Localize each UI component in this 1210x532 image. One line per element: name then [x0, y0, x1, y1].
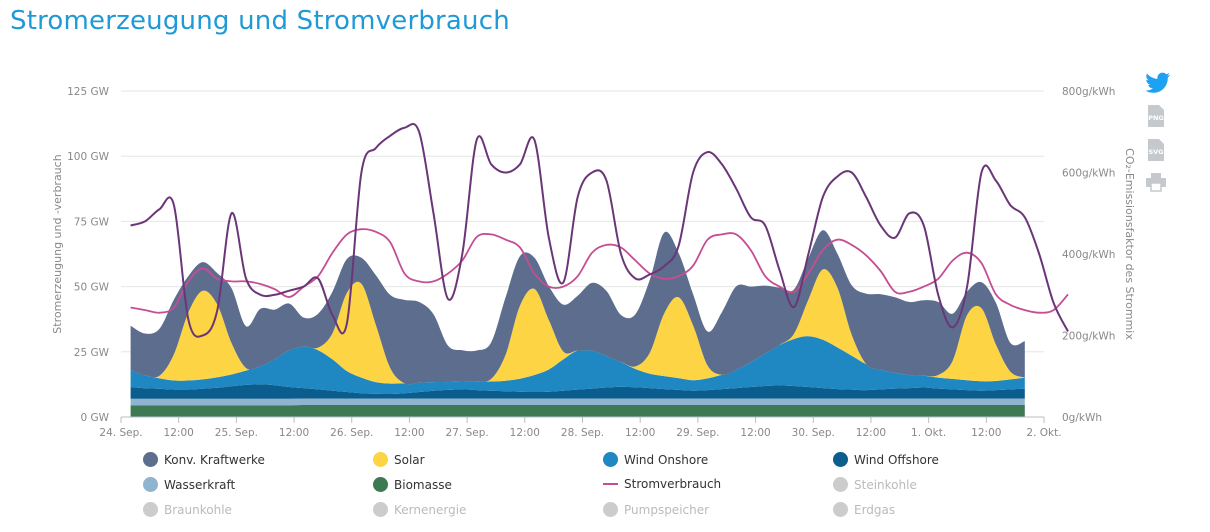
legend-label: Biomasse	[394, 477, 452, 492]
legend-swatch	[143, 477, 158, 492]
x-tick-label: 1. Okt.	[911, 427, 946, 439]
y-tick-label-left: 25 GW	[74, 347, 110, 359]
legend-item[interactable]: Solar	[373, 452, 425, 467]
legend-swatch	[833, 477, 848, 492]
area-wind-offshore	[130, 384, 1025, 399]
x-tick-label: 12:00	[394, 427, 424, 439]
twitter-icon[interactable]	[1145, 72, 1171, 98]
y-axis-title-right: CO₂-Emissionsfaktor des Strommix	[1123, 148, 1136, 340]
legend-swatch	[603, 452, 618, 467]
legend-item[interactable]: Braunkohle	[143, 502, 232, 517]
legend-item[interactable]: Stromverbrauch	[603, 477, 721, 491]
page-title: Stromerzeugung und Stromverbrauch	[10, 6, 510, 36]
legend-item[interactable]: Kernenergie	[373, 502, 466, 517]
legend-label: Solar	[394, 452, 425, 467]
legend-item[interactable]: Steinkohle	[833, 477, 917, 492]
x-tick-label: 2. Okt.	[1026, 427, 1061, 439]
legend-label: Erdgas	[854, 502, 896, 517]
chart-lines	[130, 123, 1069, 338]
legend-item[interactable]: Biomasse	[373, 477, 452, 492]
legend-swatch	[373, 502, 388, 517]
legend-label: Kernenergie	[394, 502, 467, 517]
line-co-emissionsfaktor	[130, 123, 1069, 338]
legend-label: Pumpspeicher	[624, 502, 710, 517]
legend-swatch	[143, 502, 158, 517]
svg-export-icon[interactable]: SVG	[1145, 138, 1171, 166]
legend-label: Wasserkraft	[164, 477, 236, 492]
y-tick-label-left: 0 GW	[80, 412, 109, 424]
y-tick-label-right: 400g/kWh	[1062, 249, 1115, 261]
legend-item[interactable]: Wasserkraft	[143, 477, 235, 492]
png-export-icon[interactable]: PNG	[1145, 104, 1171, 132]
y-tick-label-right: 800g/kWh	[1062, 86, 1115, 98]
x-tick-label: 29. Sep.	[676, 427, 719, 439]
area-wind-onshore	[130, 336, 1025, 395]
x-tick-label: 12:00	[279, 427, 309, 439]
line-stromverbrauch	[130, 228, 1069, 314]
legend-swatch	[603, 502, 618, 517]
legend-item[interactable]: Konv. Kraftwerke	[143, 452, 265, 467]
x-tick-label: 12:00	[510, 427, 540, 439]
legend-swatch	[603, 483, 618, 485]
area-wasserkraft	[130, 398, 1025, 406]
x-tick-label: 12:00	[625, 427, 655, 439]
legend-swatch	[373, 452, 388, 467]
legend-label: Wind Onshore	[624, 452, 709, 467]
x-tick-label: 12:00	[164, 427, 194, 439]
export-toolbar: PNG SVG	[1145, 72, 1171, 202]
area-biomasse	[130, 405, 1025, 417]
area-konv-kraftwerke	[130, 230, 1025, 385]
legend-item[interactable]: Wind Offshore	[833, 452, 939, 467]
chart-axes: 0 GW 25 GW 50 GW 75 GW 100 GW 125 GW 0g/kWh 200…	[51, 86, 1136, 439]
y-tick-label-right: 200g/kWh	[1062, 331, 1115, 343]
y-tick-label-left: 125 GW	[67, 86, 110, 98]
svg-text:SVG: SVG	[1148, 148, 1163, 156]
legend-label: Braunkohle	[164, 502, 232, 517]
y-tick-label-left: 75 GW	[74, 216, 110, 228]
y-tick-label-left: 50 GW	[74, 282, 110, 294]
legend-item[interactable]: Pumpspeicher	[603, 502, 709, 517]
x-tick-label: 28. Sep.	[561, 427, 604, 439]
legend-swatch	[143, 452, 158, 467]
x-tick-label: 12:00	[971, 427, 1001, 439]
x-tick-label: 24. Sep.	[99, 427, 142, 439]
chart-areas	[130, 230, 1025, 417]
area-solar	[130, 269, 1025, 385]
y-axis-title-left: Stromerzeugung und -verbrauch	[51, 154, 64, 333]
print-icon[interactable]	[1145, 172, 1171, 196]
y-tick-label-right: 600g/kWh	[1062, 168, 1115, 180]
legend-item[interactable]: Wind Onshore	[603, 452, 708, 467]
x-tick-label: 25. Sep.	[215, 427, 258, 439]
x-tick-label: 27. Sep.	[446, 427, 489, 439]
legend-swatch	[373, 477, 388, 492]
legend-item[interactable]: Erdgas	[833, 502, 895, 517]
x-tick-label: 12:00	[740, 427, 770, 439]
legend-label: Steinkohle	[854, 477, 917, 492]
legend-label: Konv. Kraftwerke	[164, 452, 265, 467]
x-tick-label: 12:00	[856, 427, 886, 439]
y-tick-label-right: 0g/kWh	[1062, 412, 1102, 424]
legend-swatch	[833, 452, 848, 467]
legend-label: Stromverbrauch	[624, 477, 722, 491]
y-tick-label-left: 100 GW	[67, 151, 110, 163]
svg-text:PNG: PNG	[1148, 114, 1164, 122]
x-tick-label: 30. Sep.	[792, 427, 835, 439]
x-tick-label: 26. Sep.	[330, 427, 373, 439]
legend-label: Wind Offshore	[854, 452, 939, 467]
legend-swatch	[833, 502, 848, 517]
